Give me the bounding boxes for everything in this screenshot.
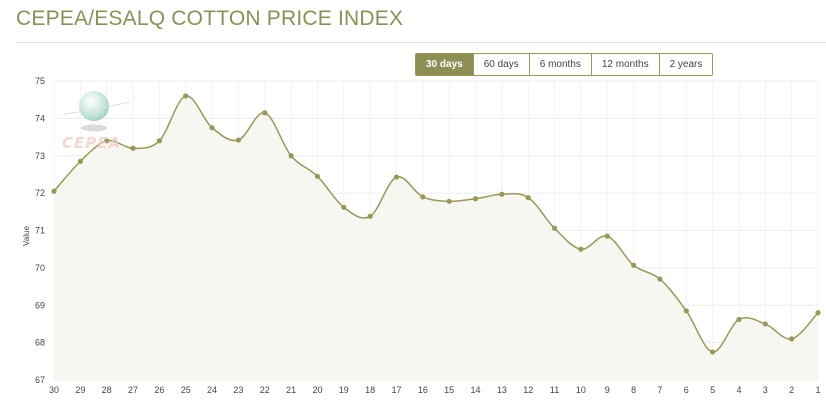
x-axis-ticks: 30 29 28 27 26 25 24 23 22 21 20 19 18 17 16 15 14 13 12 11… [49,385,821,395]
range-button-12-months[interactable]: 12 months [590,54,659,75]
data-point[interactable] [472,196,479,202]
data-point[interactable] [630,262,637,268]
y-tick-label: 75 [35,76,45,86]
x-tick-label: 14 [471,385,481,395]
x-tick-label: 9 [605,385,610,395]
chart-points [51,93,821,355]
x-tick-label: 13 [497,385,507,395]
data-point[interactable] [683,308,689,314]
range-button-30-days[interactable]: 30 days [416,54,473,75]
x-tick-label: 7 [657,385,662,395]
data-point[interactable] [604,233,610,239]
y-tick-label: 73 [35,151,45,161]
x-tick-label: 25 [181,385,191,395]
data-point[interactable] [104,138,110,144]
x-tick-label: 15 [444,385,454,395]
data-point[interactable] [551,225,558,231]
data-point[interactable] [762,321,768,327]
data-point[interactable] [420,194,426,200]
series-line [53,95,819,353]
x-tick-label: 28 [102,385,112,395]
cepea-logo: CEPEA [62,86,136,154]
x-tick-label: 10 [576,385,586,395]
data-point[interactable] [130,145,136,151]
x-tick-label: 26 [154,385,164,395]
data-point[interactable] [77,158,83,164]
x-tick-label: 22 [260,385,270,395]
data-point[interactable] [367,213,373,219]
data-point[interactable] [288,153,294,159]
x-tick-label: 24 [207,385,217,395]
range-button-2-years[interactable]: 2 years [658,54,713,75]
data-point[interactable] [262,110,268,116]
page-title: CEPEA/ESALQ COTTON PRICE INDEX [16,7,404,30]
x-tick-label: 3 [763,385,768,395]
y-tick-label: 68 [35,338,45,348]
x-tick-label: 18 [365,385,375,395]
x-tick-label: 4 [736,385,741,395]
series-area-fill [54,95,818,381]
data-point[interactable] [183,93,189,99]
x-tick-label: 1 [815,385,820,395]
x-tick-label: 11 [550,385,559,395]
x-tick-label: 21 [286,385,296,395]
range-selector: 30 days 60 days 6 months 12 months 2 yea… [415,53,714,76]
data-point[interactable] [235,137,242,143]
x-tick-label: 6 [684,385,689,395]
data-point[interactable] [209,125,215,131]
data-point[interactable] [499,191,505,197]
range-button-60-days[interactable]: 60 days [472,54,529,75]
data-point[interactable] [578,246,584,252]
x-tick-label: 29 [75,385,85,395]
y-tick-label: 67 [35,375,45,385]
data-point[interactable] [525,195,531,201]
data-point[interactable] [446,198,452,204]
data-point[interactable] [314,173,321,179]
x-tick-label: 30 [49,385,59,395]
chart-area [53,95,819,381]
data-point[interactable] [789,336,795,342]
x-tick-label: 2 [789,385,794,395]
data-point[interactable] [341,204,347,210]
y-axis-ticks: 67 68 69 70 71 72 73 74 75 [35,76,45,385]
data-point[interactable] [393,174,400,180]
data-point[interactable] [657,276,663,282]
title-divider [16,42,826,43]
y-tick-label: 69 [35,300,45,310]
data-point[interactable] [51,188,57,194]
x-tick-label: 17 [391,385,401,395]
x-tick-label: 23 [233,385,243,395]
data-point[interactable] [710,349,716,355]
x-tick-label: 19 [339,385,349,395]
logo-wordmark: CEPEA [62,134,122,152]
x-tick-label: 27 [128,385,138,395]
y-tick-label: 74 [35,113,45,123]
data-point[interactable] [156,138,162,144]
globe-icon [63,91,131,132]
y-tick-label: 70 [35,263,45,273]
x-tick-label: 16 [418,385,428,395]
data-point[interactable] [815,310,821,316]
y-axis-label: Value [22,226,31,246]
x-tick-label: 12 [523,385,533,395]
y-tick-label: 71 [35,226,45,236]
data-point[interactable] [736,316,742,323]
x-tick-label: 5 [710,385,715,395]
range-button-6-months[interactable]: 6 months [528,54,591,75]
x-tick-label: 20 [312,385,322,395]
y-tick-label: 72 [35,188,45,198]
x-tick-label: 8 [631,385,636,395]
